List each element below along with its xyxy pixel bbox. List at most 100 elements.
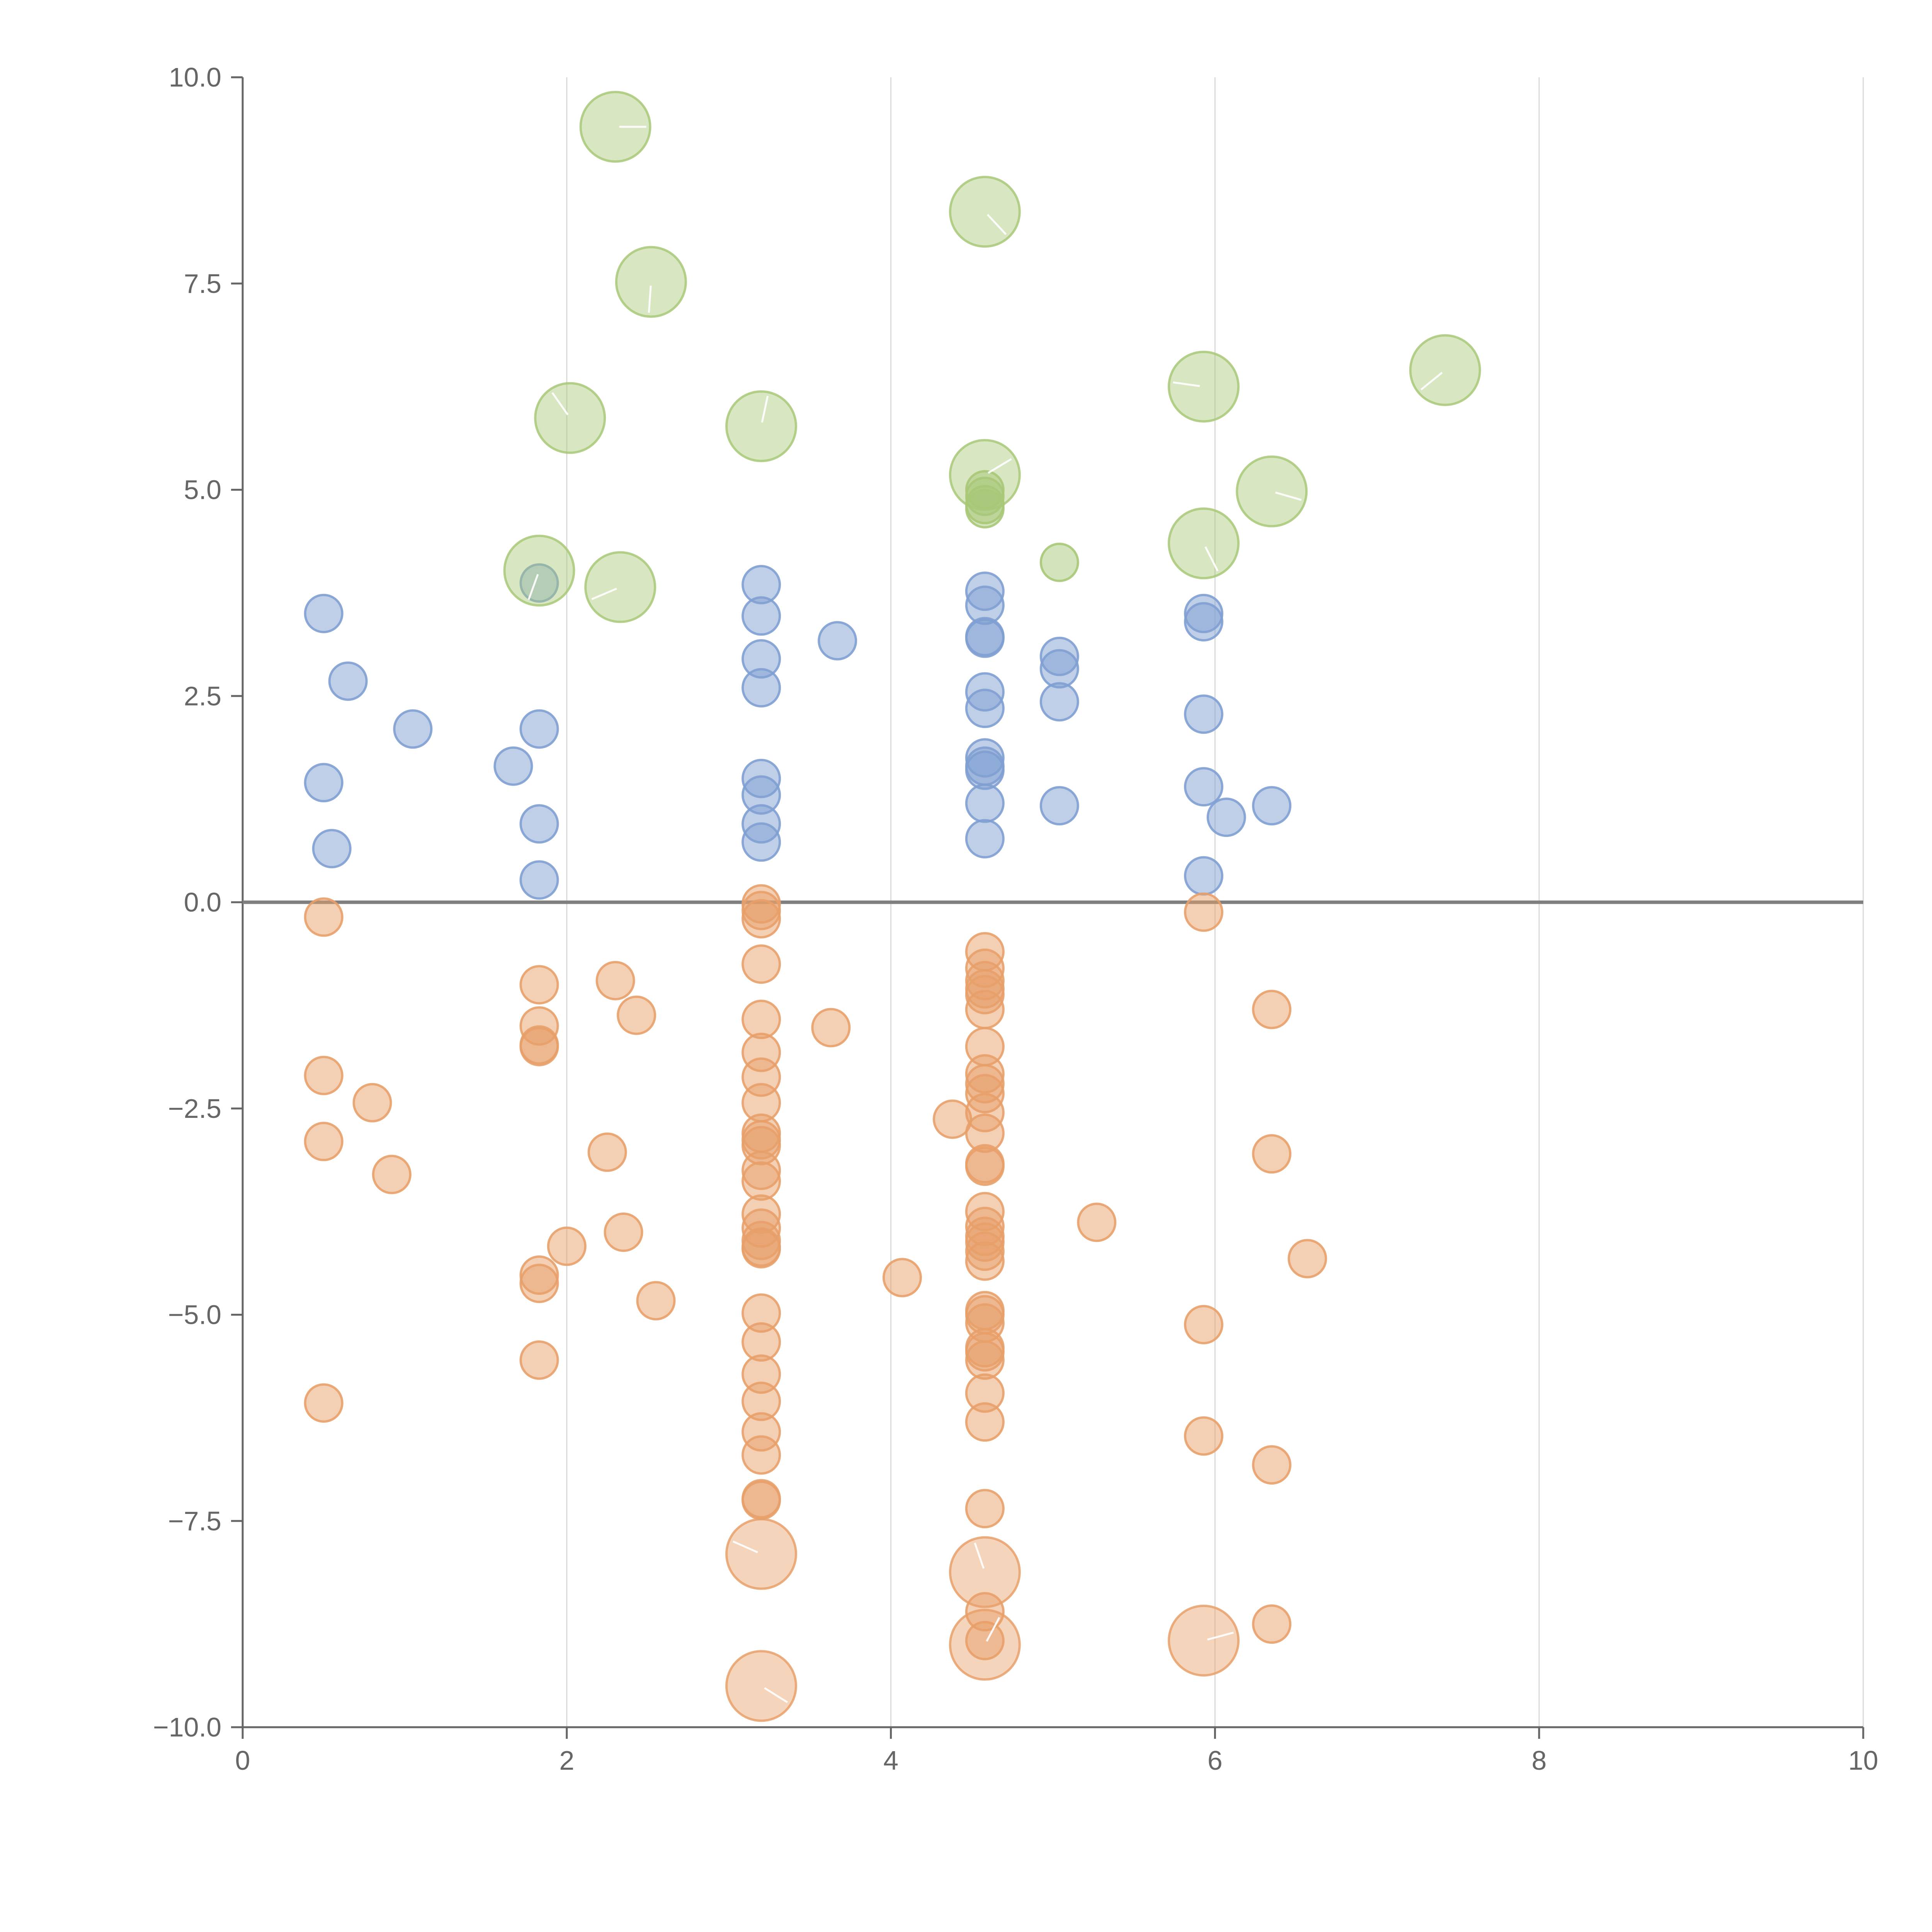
leader-line	[591, 588, 617, 600]
highlight-point-green	[615, 246, 687, 318]
data-point-orange	[742, 1480, 781, 1520]
y-tick-label: 7.5	[184, 269, 221, 299]
highlight-point-green	[584, 551, 656, 623]
leader-line	[988, 458, 1012, 474]
data-point-orange	[1184, 892, 1224, 932]
data-point-blue	[1184, 856, 1224, 896]
data-point-blue	[965, 819, 1005, 859]
leader-line	[648, 286, 652, 313]
data-point-orange	[1252, 1134, 1292, 1174]
data-point-blue	[965, 783, 1005, 823]
data-point-blue	[965, 750, 1005, 790]
data-point-orange	[636, 1281, 676, 1321]
data-point-blue	[742, 668, 781, 707]
data-point-orange	[965, 1241, 1005, 1281]
data-point-green	[1039, 543, 1079, 582]
highlight-point-green	[1409, 334, 1481, 406]
highlight-point-green	[1168, 350, 1240, 423]
highlight-point-green	[503, 534, 575, 607]
data-point-blue	[1252, 786, 1292, 826]
data-point-orange	[742, 1161, 781, 1201]
data-point-blue	[1039, 786, 1079, 826]
data-point-orange	[965, 1402, 1005, 1442]
data-point-blue	[1039, 649, 1079, 689]
data-point-orange	[1287, 1239, 1327, 1279]
leader-line	[1420, 372, 1443, 391]
highlight-point-orange	[949, 1609, 1021, 1681]
data-point-blue	[519, 804, 559, 844]
highlight-point-green	[1236, 455, 1308, 527]
data-point-orange	[965, 1489, 1005, 1529]
data-point-orange	[604, 1213, 643, 1252]
data-point-orange	[595, 961, 635, 1000]
data-point-orange	[965, 1621, 1005, 1660]
data-point-orange	[304, 897, 344, 937]
data-point-blue	[328, 661, 368, 701]
leader-line	[761, 396, 769, 423]
leader-line	[986, 1617, 1000, 1642]
data-point-blue	[965, 689, 1005, 728]
data-point-orange	[1252, 1604, 1292, 1644]
leader-line	[732, 1540, 758, 1553]
data-point-blue	[519, 709, 559, 749]
y-tick-label: 2.5	[184, 681, 221, 711]
leader-line	[764, 1687, 788, 1703]
y-tick-label: −5.0	[168, 1300, 221, 1330]
highlight-point-orange	[1168, 1604, 1240, 1677]
leader-line	[1204, 546, 1219, 571]
data-point-orange	[372, 1155, 412, 1194]
data-point-orange	[742, 899, 781, 939]
data-point-blue	[1184, 694, 1224, 734]
data-point-blue	[818, 621, 857, 661]
data-point-orange	[742, 1229, 781, 1269]
leader-line	[551, 392, 569, 415]
data-point-orange	[304, 1122, 344, 1162]
y-tick-label: 0.0	[184, 887, 221, 917]
x-tick-label: 2	[559, 1745, 574, 1776]
data-point-orange	[1184, 1416, 1224, 1456]
x-tick-label: 8	[1532, 1745, 1547, 1776]
data-point-blue	[312, 829, 352, 869]
data-point-blue	[519, 860, 559, 900]
y-tick-label: 5.0	[184, 475, 221, 505]
tick-labels: 0 2 4 6 8 10 10.0 7.5 5.0 2.5 0.0 −2.5 −5.0 −7.5 −10.0	[153, 62, 1878, 1776]
data-point-orange	[304, 1056, 344, 1095]
data-point-orange	[519, 1264, 559, 1303]
highlight-point-green	[949, 439, 1021, 511]
data-point-orange	[1252, 1445, 1292, 1485]
data-point-orange	[1252, 990, 1292, 1029]
data-points	[304, 91, 1481, 1722]
y-tick-label: 10.0	[169, 62, 221, 92]
data-point-blue	[304, 594, 344, 633]
highlight-point-green	[725, 390, 798, 463]
data-point-orange	[742, 1435, 781, 1475]
data-point-orange	[882, 1258, 922, 1298]
data-point-orange	[811, 1008, 851, 1048]
data-point-orange	[965, 1146, 1005, 1186]
leader-line	[527, 574, 539, 600]
data-point-orange	[304, 1383, 344, 1423]
data-point-orange	[742, 944, 781, 984]
highlight-point-green	[949, 176, 1021, 248]
leader-line	[986, 214, 1007, 235]
data-point-orange	[352, 1083, 392, 1122]
y-tick-label: −7.5	[168, 1506, 221, 1536]
leader-line	[1275, 492, 1302, 501]
data-point-blue	[1184, 602, 1224, 642]
leader-line	[1207, 1631, 1234, 1641]
data-point-orange	[587, 1132, 627, 1172]
highlight-point-orange	[725, 1518, 798, 1590]
highlight-point-green	[534, 382, 606, 454]
leader-line	[974, 1543, 985, 1569]
highlight-point-orange	[725, 1650, 798, 1722]
data-point-orange	[1184, 1305, 1224, 1345]
highlight-point-green	[579, 91, 651, 163]
axes	[231, 76, 1864, 1739]
data-point-blue	[742, 822, 781, 862]
data-point-orange	[519, 1027, 559, 1066]
data-point-blue	[965, 618, 1005, 658]
x-tick-label: 6	[1208, 1745, 1223, 1776]
data-point-orange	[965, 990, 1005, 1029]
